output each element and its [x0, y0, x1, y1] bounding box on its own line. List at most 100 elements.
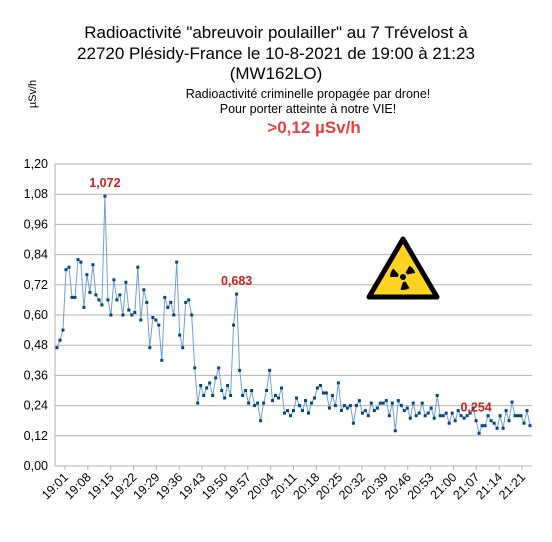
data-point [154, 318, 158, 322]
data-point [178, 333, 182, 337]
data-point [480, 424, 484, 428]
data-point [426, 411, 430, 415]
data-point [333, 404, 337, 408]
data-point [115, 298, 119, 302]
data-point [184, 300, 188, 304]
data-point [372, 409, 376, 413]
data-point [73, 295, 77, 299]
data-point [277, 396, 280, 400]
data-point [307, 411, 310, 415]
title-line-3: (MW162LO) [230, 64, 323, 83]
data-point [507, 419, 511, 423]
data-point [432, 416, 436, 420]
y-tick-label: 0,36 [24, 368, 48, 382]
data-point [265, 389, 269, 392]
data-point [342, 404, 346, 408]
data-point [471, 406, 475, 410]
y-tick-label: 1,08 [24, 187, 48, 201]
data-point [193, 366, 197, 370]
data-point [151, 316, 155, 319]
y-tick-label: 0,72 [24, 278, 48, 292]
peak-value-label: 1,072 [89, 176, 120, 190]
data-point [232, 323, 236, 327]
data-point [112, 278, 116, 282]
data-point [465, 414, 469, 418]
data-point [190, 313, 194, 317]
data-point [145, 300, 149, 304]
x-tick-label: 21:21 [496, 470, 528, 502]
data-point [519, 414, 523, 418]
data-point [301, 409, 304, 413]
peak-annotations: 1,072 0,683 0,254 [89, 176, 492, 414]
data-point [223, 396, 227, 400]
data-point [313, 396, 316, 400]
data-point [396, 399, 400, 403]
data-point [402, 409, 406, 413]
data-point [516, 414, 520, 418]
dose-headline: >0,12 µSv/h [267, 118, 360, 137]
data-point [336, 381, 340, 385]
data-point [103, 194, 107, 198]
data-point [133, 311, 137, 314]
data-point [528, 424, 532, 428]
title-line-2: 22720 Plésidy-France le 10-8-2021 de 19:… [77, 44, 475, 63]
data-point [139, 318, 143, 322]
data-point [339, 409, 343, 413]
radiation-warning-icon [366, 236, 440, 300]
data-point [438, 414, 442, 418]
data-point [441, 414, 445, 418]
data-point [55, 346, 59, 350]
data-point [70, 295, 74, 299]
data-point [513, 414, 517, 418]
data-point [399, 404, 403, 408]
y-tick-label: 0,24 [24, 399, 48, 413]
data-point [357, 399, 361, 403]
data-point [214, 376, 218, 380]
data-point [330, 394, 334, 397]
data-point [100, 303, 104, 307]
data-point [64, 268, 68, 272]
y-tick-label: 0,48 [24, 338, 48, 352]
data-point [381, 401, 385, 405]
data-point [220, 389, 224, 392]
data-point [229, 394, 233, 397]
data-point [318, 384, 322, 387]
data-point [510, 400, 514, 404]
data-point [423, 414, 427, 418]
data-point [354, 404, 358, 408]
data-point [157, 323, 161, 327]
data-point [390, 401, 394, 405]
data-point [217, 366, 221, 370]
data-point [88, 290, 92, 294]
x-tick-label: 20:04 [245, 470, 277, 502]
data-point [498, 414, 502, 418]
y-axis-label: µSv/h [27, 80, 39, 108]
data-point [405, 406, 409, 410]
data-point [121, 313, 125, 317]
data-point [148, 346, 152, 350]
data-point [295, 396, 298, 400]
data-point [160, 358, 164, 362]
peak-value-label: 0,254 [460, 401, 491, 415]
data-point [97, 298, 101, 302]
data-point [411, 401, 415, 405]
data-point [304, 399, 307, 403]
data-point [241, 394, 245, 397]
data-point [453, 419, 457, 423]
data-point [435, 394, 439, 397]
data-point [315, 386, 319, 390]
data-point [67, 265, 71, 269]
data-point [444, 411, 448, 415]
data-point [211, 394, 215, 397]
data-point [85, 273, 89, 277]
y-tick-label: 0,84 [24, 248, 48, 262]
data-point [187, 298, 191, 302]
data-point [169, 300, 173, 304]
data-point [477, 431, 481, 435]
data-point [181, 346, 185, 350]
data-point [456, 409, 460, 413]
data-point [459, 414, 463, 418]
data-point [256, 401, 260, 405]
peak-value-label: 0,683 [221, 274, 252, 288]
